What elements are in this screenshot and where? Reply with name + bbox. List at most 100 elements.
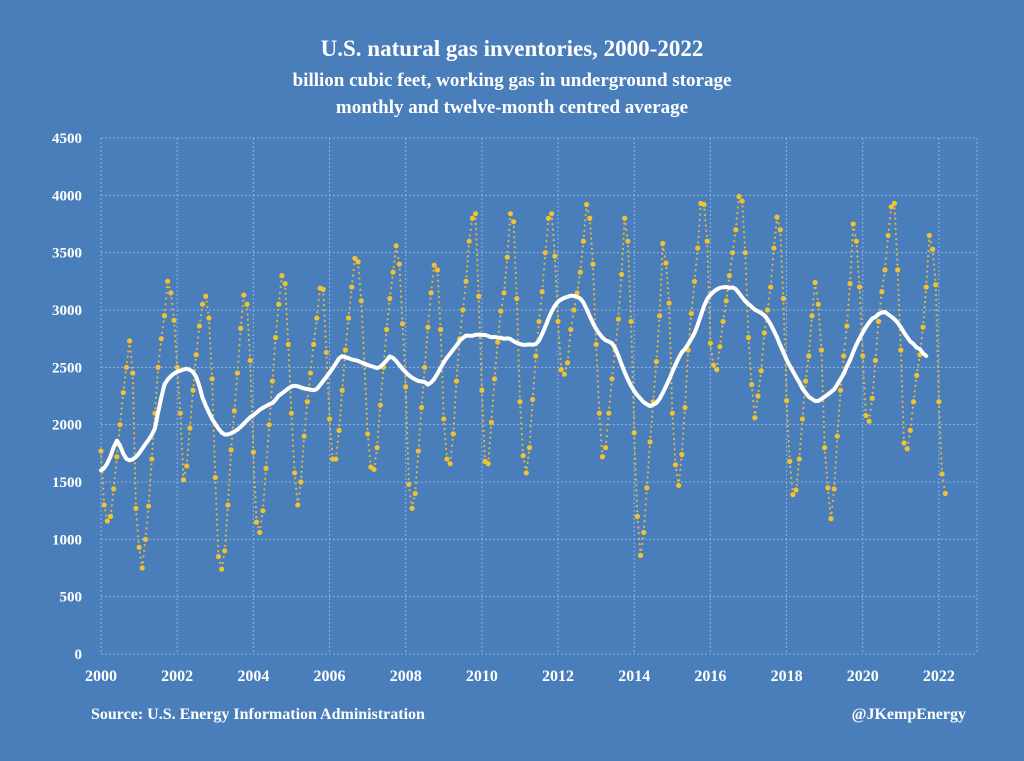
series-connector-dot [387,307,390,310]
series-connector-dot [428,303,432,306]
series-connector-dot [775,221,778,224]
series-connector-dot [896,263,899,266]
series-connector-dot [516,333,519,336]
series-connector-dot [186,459,189,462]
series-connector-dot [831,505,834,508]
series-connector-dot [534,360,537,363]
series-connector-dot [440,349,443,352]
series-connector-dot [329,432,332,436]
data-point [901,440,907,446]
data-point [695,245,701,251]
series-connector-dot [406,442,409,445]
series-connector-dot [132,412,135,415]
series-connector-dot [487,457,490,460]
series-connector-dot [496,346,499,349]
series-connector-dot [360,310,363,313]
series-connector-dot [441,370,444,373]
series-connector-dot [516,307,519,310]
series-connector-dot [427,320,430,323]
series-connector-dot [629,305,632,308]
series-connector-dot [323,325,327,328]
series-connector-dot [666,276,669,280]
series-connector-dot [453,416,456,420]
series-connector-dot [643,514,647,517]
series-connector-dot [896,258,899,261]
series-connector-dot [824,456,827,459]
series-connector-dot [216,544,220,548]
series-connector-dot [449,456,452,459]
series-connector-dot [622,237,625,240]
series-connector-dot [478,316,481,319]
series-connector-dot [228,483,231,487]
series-connector-dot [911,412,914,415]
series-connector-dot [181,463,184,466]
series-connector-dot [214,492,217,495]
series-connector-dot [576,286,579,289]
series-connector-dot [675,468,678,472]
series-connector-dot [288,380,292,383]
series-connector-dot [456,358,460,361]
series-connector-dot [161,326,164,329]
series-connector-dot [670,402,674,405]
series-connector-dot [428,308,431,312]
series-connector-dot [285,317,289,321]
series-connector-dot [154,396,158,400]
series-connector-dot [751,394,754,397]
series-connector-dot [288,364,291,367]
series-connector-dot [697,230,700,233]
series-connector-dot [688,328,692,331]
series-connector-dot [521,449,524,452]
series-connector-dot [402,343,405,346]
series-connector-dot [567,350,570,353]
series-connector-dot [326,382,329,385]
series-connector-dot [101,482,105,485]
series-connector-dot [442,402,445,405]
series-connector-dot [192,379,196,382]
series-connector-dot [669,347,672,350]
series-connector-dot [688,333,691,336]
series-connector-dot [173,329,176,332]
series-connector-dot [744,256,747,260]
data-point [272,334,279,341]
series-connector-dot [409,495,412,498]
series-connector-dot [554,270,557,273]
series-connector-dot [384,344,387,347]
series-connector-dot [632,396,635,399]
data-point [809,313,815,319]
data-point [637,552,644,558]
series-connector-dot [242,299,245,302]
series-connector-dot [708,301,711,304]
series-connector-dot [863,381,866,385]
series-connector-dot [415,471,418,474]
series-connector-dot [596,385,600,388]
series-connector-dot [215,502,218,505]
series-connector-dot [531,392,535,396]
series-connector-dot [777,222,780,225]
series-connector-dot [527,451,530,454]
series-connector-dot [847,303,850,306]
series-connector-dot [898,318,901,322]
series-connector-dot [190,405,193,408]
series-connector-dot [851,239,854,242]
series-connector-dot [190,410,193,413]
series-connector-dot [820,364,824,367]
series-connector-dot [609,389,613,392]
series-connector-dot [691,301,694,304]
series-connector-dot [870,402,873,406]
data-point [498,308,504,314]
series-connector-dot [513,241,516,244]
series-connector-dot [413,497,416,500]
series-connector-dot [324,335,327,338]
series-connector-dot [477,284,480,288]
series-connector-dot [922,316,925,319]
series-connector-dot [345,338,348,341]
series-connector-dot [503,281,507,284]
gridlines [100,137,978,655]
series-connector-dot [361,331,364,334]
series-connector-dot [784,373,787,377]
x-tick-label: 2010 [466,668,498,685]
data-point [691,278,698,284]
series-connector-dot [745,288,748,291]
series-connector-dot [442,412,445,415]
series-connector-dot [884,263,887,266]
